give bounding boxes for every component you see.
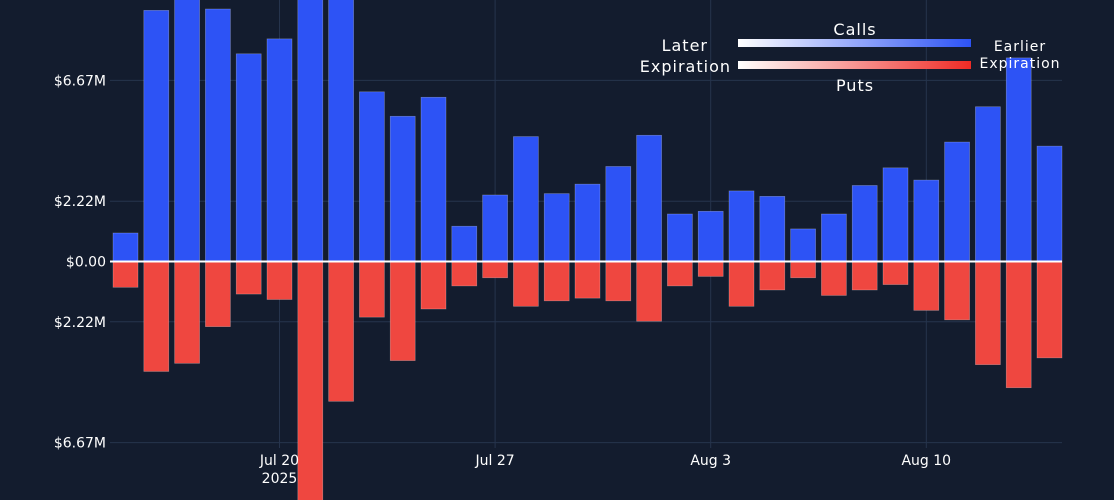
y-tick-label: $6.67M — [54, 73, 106, 89]
put-bar[interactable] — [297, 261, 324, 500]
call-bar[interactable] — [451, 225, 478, 262]
legend: Calls Puts Later Expiration Earlier Expi… — [640, 20, 1060, 95]
call-bar[interactable] — [636, 134, 662, 262]
legend-calls-title: Calls — [833, 20, 876, 39]
call-bar[interactable] — [728, 190, 755, 262]
put-bar[interactable] — [513, 261, 539, 307]
put-bar[interactable] — [882, 261, 909, 285]
put-bar[interactable] — [328, 261, 354, 402]
legend-earlier-line1: Earlier — [994, 39, 1046, 55]
y-axis: $11.11M$6.67M$2.22M$0.00$2.22M$6.67M — [54, 73, 106, 452]
put-bar[interactable] — [851, 261, 878, 291]
call-bar[interactable] — [205, 8, 231, 262]
call-bar[interactable] — [143, 10, 170, 262]
put-bar[interactable] — [389, 261, 416, 361]
call-bar[interactable] — [1005, 57, 1032, 262]
legend-later-line2: Expiration — [640, 57, 731, 76]
put-bar[interactable] — [790, 261, 816, 279]
call-bar[interactable] — [420, 96, 447, 262]
x-tick-label: Aug 10 — [901, 453, 951, 469]
call-bar[interactable] — [944, 141, 970, 262]
put-bar[interactable] — [205, 261, 231, 327]
put-bar[interactable] — [821, 261, 847, 296]
put-bar[interactable] — [482, 261, 508, 279]
call-bar[interactable] — [174, 0, 200, 262]
put-bar[interactable] — [975, 261, 1001, 365]
call-bar[interactable] — [389, 115, 416, 262]
x-tick-label: Aug 3 — [690, 453, 731, 469]
call-bar[interactable] — [882, 167, 909, 262]
call-bar[interactable] — [574, 183, 601, 262]
legend-puts-gradient — [738, 61, 971, 69]
call-bar[interactable] — [112, 232, 139, 262]
y-tick-label: $0.00 — [66, 255, 106, 271]
put-bar[interactable] — [174, 261, 200, 364]
put-bar[interactable] — [944, 261, 970, 321]
put-bar[interactable] — [913, 261, 940, 311]
y-tick-label: $2.22M — [54, 194, 106, 210]
put-bar[interactable] — [420, 261, 447, 310]
call-bar[interactable] — [667, 213, 693, 262]
legend-earlier-line2: Expiration — [979, 56, 1060, 72]
call-bar[interactable] — [482, 194, 508, 262]
call-bar[interactable] — [913, 179, 940, 262]
put-bar[interactable] — [451, 261, 478, 287]
put-bar[interactable] — [728, 261, 755, 307]
call-bar[interactable] — [235, 53, 262, 262]
call-bar[interactable] — [266, 38, 293, 262]
put-bar[interactable] — [266, 261, 293, 300]
put-bar[interactable] — [636, 261, 662, 322]
put-bar[interactable] — [697, 261, 724, 277]
put-bar[interactable] — [605, 261, 632, 302]
x-tick-label: Jul 20 — [259, 453, 299, 469]
call-bar[interactable] — [851, 185, 878, 262]
call-bar[interactable] — [513, 136, 539, 262]
put-bar[interactable] — [1036, 261, 1063, 359]
bars — [112, 0, 1063, 500]
legend-later-line1: Later — [662, 36, 708, 55]
call-bar[interactable] — [759, 196, 786, 262]
x-tick-sublabel: 2025 — [262, 471, 298, 487]
call-bar[interactable] — [975, 106, 1001, 262]
call-bar[interactable] — [697, 210, 724, 262]
put-bar[interactable] — [359, 261, 385, 318]
legend-calls-gradient — [738, 39, 971, 47]
x-axis: Jul 20 2025 Jul 27 Aug 3 Aug 10 — [259, 453, 951, 487]
call-bar[interactable] — [605, 166, 632, 262]
call-bar[interactable] — [790, 228, 816, 262]
x-tick-label: Jul 27 — [475, 453, 515, 469]
put-bar[interactable] — [235, 261, 262, 295]
call-bar[interactable] — [328, 0, 354, 262]
call-bar[interactable] — [821, 213, 847, 262]
put-bar[interactable] — [143, 261, 170, 372]
y-tick-label: $2.22M — [54, 315, 106, 331]
y-tick-label: $6.67M — [54, 436, 106, 452]
call-bar[interactable] — [1036, 145, 1063, 262]
put-bar[interactable] — [1005, 261, 1032, 389]
call-bar[interactable] — [359, 91, 385, 262]
put-bar[interactable] — [667, 261, 693, 287]
put-bar[interactable] — [543, 261, 570, 302]
call-bar[interactable] — [297, 0, 324, 262]
put-bar[interactable] — [574, 261, 601, 299]
legend-puts-title: Puts — [836, 76, 874, 95]
put-bar[interactable] — [112, 261, 139, 288]
put-bar[interactable] — [759, 261, 786, 291]
call-bar[interactable] — [543, 193, 570, 262]
